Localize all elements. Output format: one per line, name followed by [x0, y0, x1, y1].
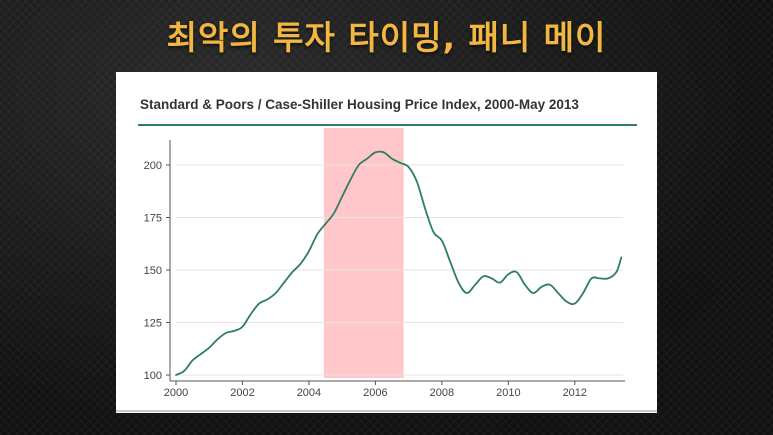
x-tick-label: 2006 [363, 387, 387, 399]
y-tick-label: 200 [144, 160, 162, 172]
x-tick-label: 2004 [297, 387, 321, 399]
slide-title: 최악의 투자 타이밍, 패니 메이 [166, 18, 607, 57]
series-line [175, 150, 623, 376]
y-tick-label: 125 [144, 318, 162, 330]
housing-price-chart: Standard & Poors / Case-Shiller Housing … [116, 97, 657, 412]
x-tick-label: 2008 [430, 387, 454, 399]
x-tick-label: 2010 [496, 387, 520, 399]
x-tick-label: 2000 [164, 387, 188, 399]
highlight-band [323, 128, 404, 378]
chart-card: Standard & Poors / Case-Shiller Housing … [116, 72, 657, 413]
chart-title: Standard & Poors / Case-Shiller Housing … [140, 97, 579, 112]
x-tick-label: 2002 [230, 387, 254, 399]
y-tick-label: 150 [144, 265, 162, 277]
y-tick-label: 175 [144, 213, 162, 225]
x-tick-label: 2012 [563, 387, 587, 399]
y-tick-label: 100 [144, 370, 162, 382]
